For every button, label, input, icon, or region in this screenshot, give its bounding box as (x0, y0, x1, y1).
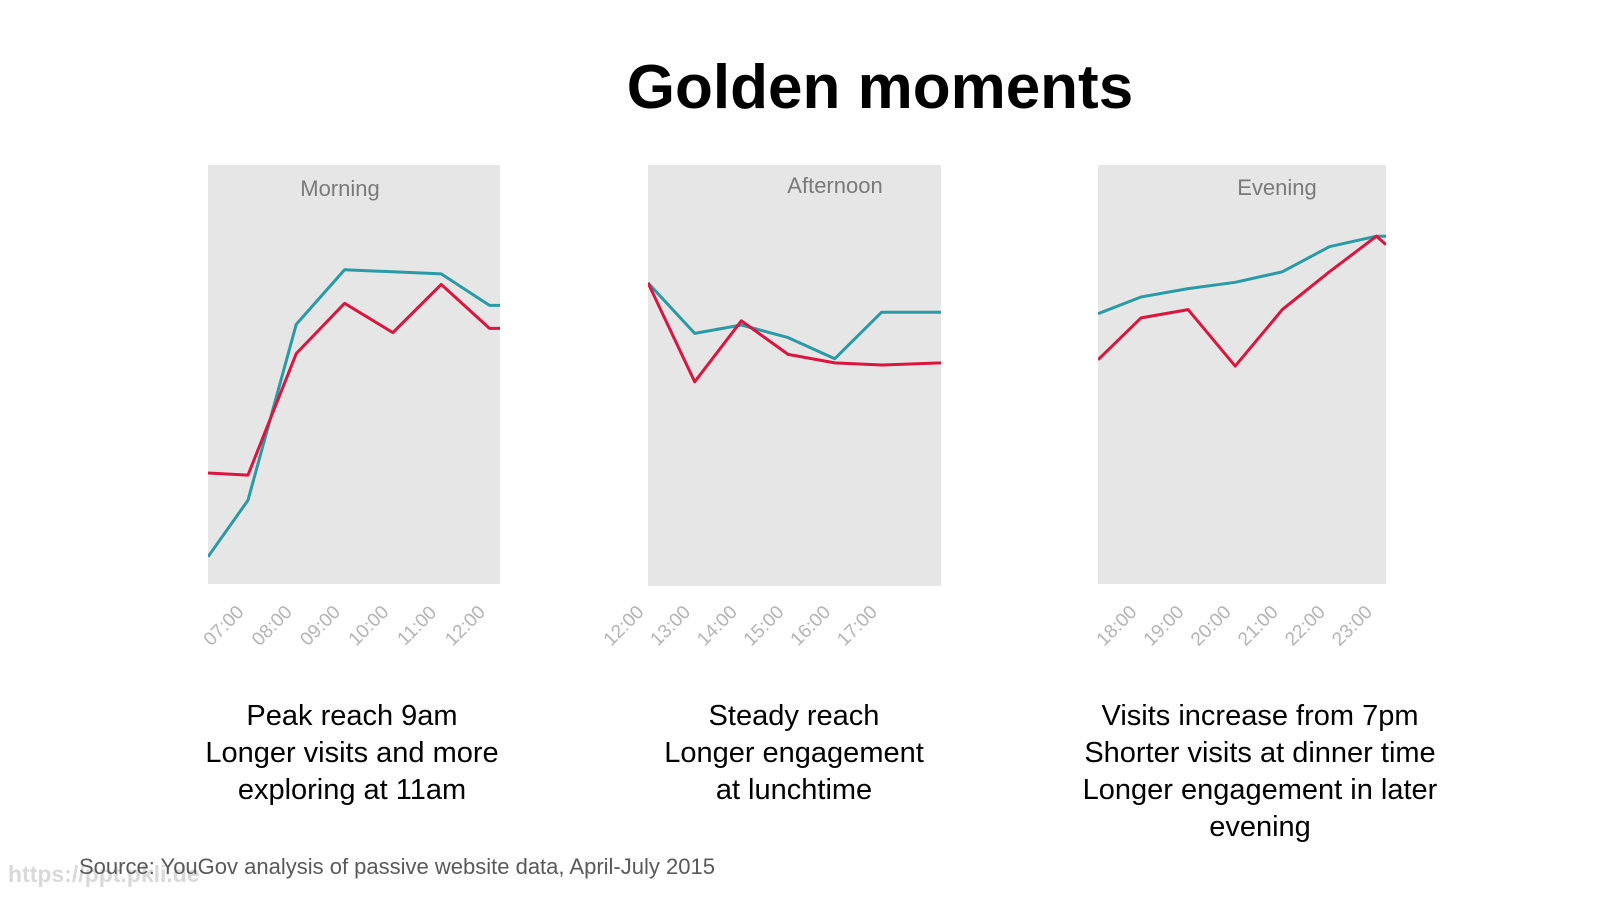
caption-line: Longer visits and more (205, 737, 499, 769)
caption-line: exploring at 11am (237, 774, 467, 806)
x-tick-label: 10:00 (345, 602, 393, 650)
caption-line: evening (1209, 811, 1311, 843)
caption-line: Shorter visits at dinner time (1084, 737, 1436, 769)
x-tick-label: 13:00 (647, 602, 695, 650)
plot-area (208, 165, 500, 584)
x-tick-label: 12:00 (600, 602, 648, 650)
caption-afternoon: Steady reach Longer engagement at luncht… (634, 698, 954, 809)
x-tick-label: 08:00 (248, 602, 296, 650)
series-line (1098, 234, 1386, 368)
caption-line: Peak reach 9am (246, 700, 458, 732)
x-tick-label: 20:00 (1187, 602, 1235, 650)
x-tick-label: 17:00 (833, 602, 881, 650)
x-tick-label: 15:00 (740, 602, 788, 650)
series-line (1098, 234, 1386, 316)
plot-area (648, 165, 941, 586)
x-tick-label: 11:00 (394, 602, 441, 649)
caption-line: at lunchtime (715, 774, 873, 806)
x-tick-label: 07:00 (200, 602, 248, 650)
x-tick-label: 14:00 (693, 602, 741, 650)
caption-line: Longer engagement in later (1082, 774, 1438, 806)
chart-morning: Morning 07:00 08:00 09:00 10:00 11:00 12:00 (200, 165, 500, 650)
series-line (208, 268, 500, 558)
series-line (648, 281, 941, 361)
series-line (208, 282, 500, 477)
x-tick-label: 23:00 (1328, 602, 1376, 650)
x-tick-label: 18:00 (1093, 602, 1141, 650)
x-tick-label: 16:00 (787, 602, 835, 650)
series-line (648, 282, 941, 384)
caption-line: Visits increase from 7pm (1101, 700, 1419, 732)
x-tick-label: 19:00 (1140, 602, 1188, 650)
slide-title: Golden moments (626, 53, 1134, 122)
caption-morning: Peak reach 9am Longer visits and more ex… (196, 698, 508, 809)
x-tick-label: 22:00 (1281, 602, 1329, 650)
panel-title: Evening (1237, 175, 1317, 200)
plot-area (1098, 165, 1386, 584)
watermark: https://ppt.pkli.de (8, 861, 200, 887)
caption-evening: Visits increase from 7pm Shorter visits … (1040, 698, 1480, 846)
caption-line: Longer engagement (664, 737, 924, 769)
x-tick-label: 09:00 (296, 602, 344, 650)
x-tick-label: 21:00 (1234, 602, 1282, 650)
panel-title: Afternoon (787, 173, 882, 198)
x-tick-label: 12:00 (441, 602, 489, 650)
source-note: Source: YouGov analysis of passive websi… (79, 854, 715, 879)
panel-title: Morning (300, 176, 379, 201)
caption-line: Steady reach (708, 700, 880, 732)
